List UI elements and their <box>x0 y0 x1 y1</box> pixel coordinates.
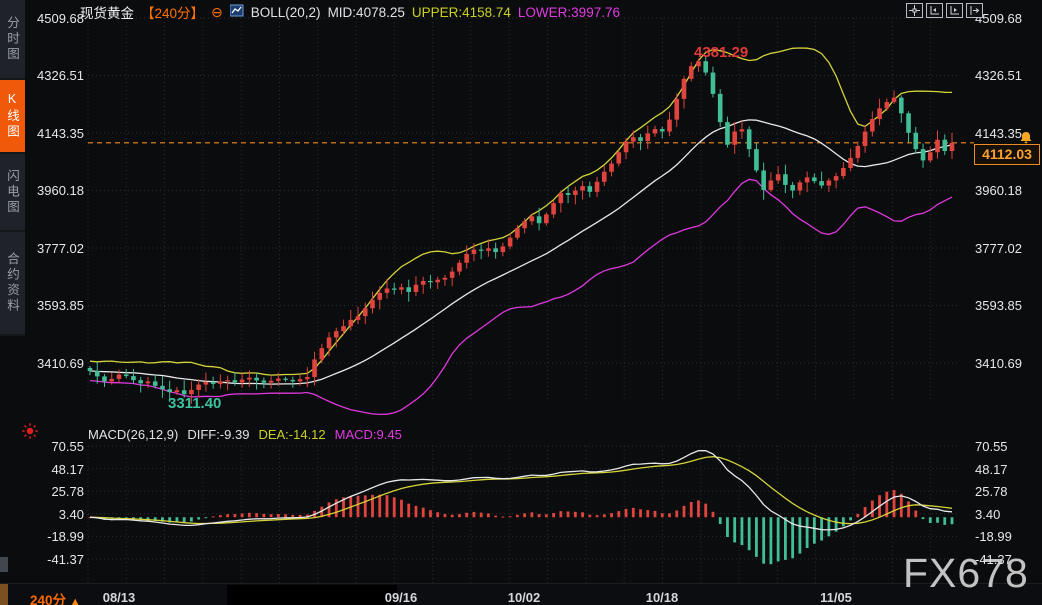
last-price-tag[interactable]: 4112.03 <box>974 144 1040 165</box>
high-price-annotation: 4381.29 <box>694 44 749 61</box>
collapse-indicator-icon[interactable]: ⊖ <box>211 4 223 20</box>
watermark: FX678 <box>903 550 1029 596</box>
y-axis-label-right: 4326.51 <box>975 68 1022 83</box>
boll-upper-value: UPPER:4158.74 <box>411 4 511 20</box>
price-alert-bell-icon[interactable] <box>1019 131 1033 149</box>
macd-params-label: MACD(26,12,9) <box>88 427 179 442</box>
sidebar-remnant-block-2 <box>0 584 8 605</box>
instrument-title: 现货黄金 <box>80 6 134 21</box>
period-dropdown-arrow-icon: ▲ <box>69 596 81 605</box>
macd-axis-label-right: 25.78 <box>975 484 1008 499</box>
macd-axis-label: 25.78 <box>51 484 84 499</box>
period-label: 【240分】 <box>141 6 205 21</box>
low-price-annotation: 3311.40 <box>168 395 222 412</box>
macd-diff-value: DIFF:-9.39 <box>187 427 250 442</box>
y-axis-label-right: 3410.69 <box>975 356 1022 371</box>
y-axis-label: 3593.85 <box>37 298 84 313</box>
y-axis-label: 3777.02 <box>37 241 84 256</box>
pan-right-icon[interactable] <box>966 3 983 18</box>
x-axis-date: 09/16 <box>384 590 418 605</box>
macd-dea-value: DEA:-14.12 <box>258 427 326 442</box>
sidebar-item-kline[interactable]: K线图 <box>0 80 25 154</box>
x-axis-date: 10/02 <box>507 590 541 605</box>
macd-axis-label-right: 48.17 <box>975 462 1008 477</box>
chart-tools <box>906 3 983 18</box>
x-axis-date: 08/13 <box>102 590 136 605</box>
y-axis-label-right: 4509.68 <box>975 11 1022 26</box>
indicator-settings-icon[interactable] <box>21 422 39 445</box>
x-axis-date: 11/05 <box>820 590 852 605</box>
boll-mid-value: MID:4078.25 <box>327 4 405 20</box>
macd-axis-label-right: 3.40 <box>975 507 1001 522</box>
axis-scale-left-icon[interactable] <box>926 3 943 18</box>
sidebar-item-timeshare[interactable]: 分时图 <box>0 0 25 80</box>
boll-params-label: BOLL(20,2) <box>250 4 321 20</box>
macd-axis-label: 3.40 <box>58 507 84 522</box>
macd-macd-value: MACD:9.45 <box>334 427 402 442</box>
y-axis-label-right: 4143.35 <box>975 126 1022 141</box>
sidebar-item-lightning[interactable]: 闪电图 <box>0 154 25 232</box>
macd-axis-label: -18.99 <box>47 529 84 544</box>
chart-scrollbar-thumb[interactable] <box>227 585 397 605</box>
period-selector-label: 240分 <box>30 593 67 605</box>
sidebar: 分时图 K线图 闪电图 合约资料 <box>0 0 25 336</box>
macd-axis-label: -41.37 <box>47 552 84 567</box>
y-axis-label: 3410.69 <box>37 356 84 371</box>
macd-legend: MACD(26,12,9) DIFF:-9.39 DEA:-14.12 MACD… <box>88 427 402 442</box>
macd-axis-label: 70.55 <box>51 439 84 454</box>
y-axis-label-right: 3960.18 <box>975 183 1022 198</box>
y-axis-label-right: 3777.02 <box>975 241 1022 256</box>
chart-toolbar: 现货黄金 【240分】 ⊖ BOLL(20,2) MID:4078.25 UPP… <box>80 2 620 22</box>
boll-lower-value: LOWER:3997.76 <box>517 4 620 20</box>
macd-axis-label: 48.17 <box>51 462 84 477</box>
y-axis-label: 4143.35 <box>37 126 84 141</box>
axis-scale-right-icon[interactable] <box>946 3 963 18</box>
sidebar-item-contract-info[interactable]: 合约资料 <box>0 232 25 336</box>
y-axis-label: 4509.68 <box>37 11 84 26</box>
y-axis-label: 4326.51 <box>37 68 84 83</box>
macd-axis-label-right: -18.99 <box>975 529 1012 544</box>
macd-axis-label-right: -41.37 <box>975 552 1012 567</box>
y-axis-label: 3960.18 <box>37 183 84 198</box>
x-axis-date: 10/18 <box>645 590 679 605</box>
macd-axis-label-right: 70.55 <box>975 439 1008 454</box>
sidebar-remnant-block <box>0 557 8 572</box>
crosshair-icon[interactable] <box>906 3 923 18</box>
period-selector[interactable]: 240分 ▲ <box>30 589 81 605</box>
y-axis-label-right: 3593.85 <box>975 298 1022 313</box>
mini-chart-icon <box>229 4 244 20</box>
